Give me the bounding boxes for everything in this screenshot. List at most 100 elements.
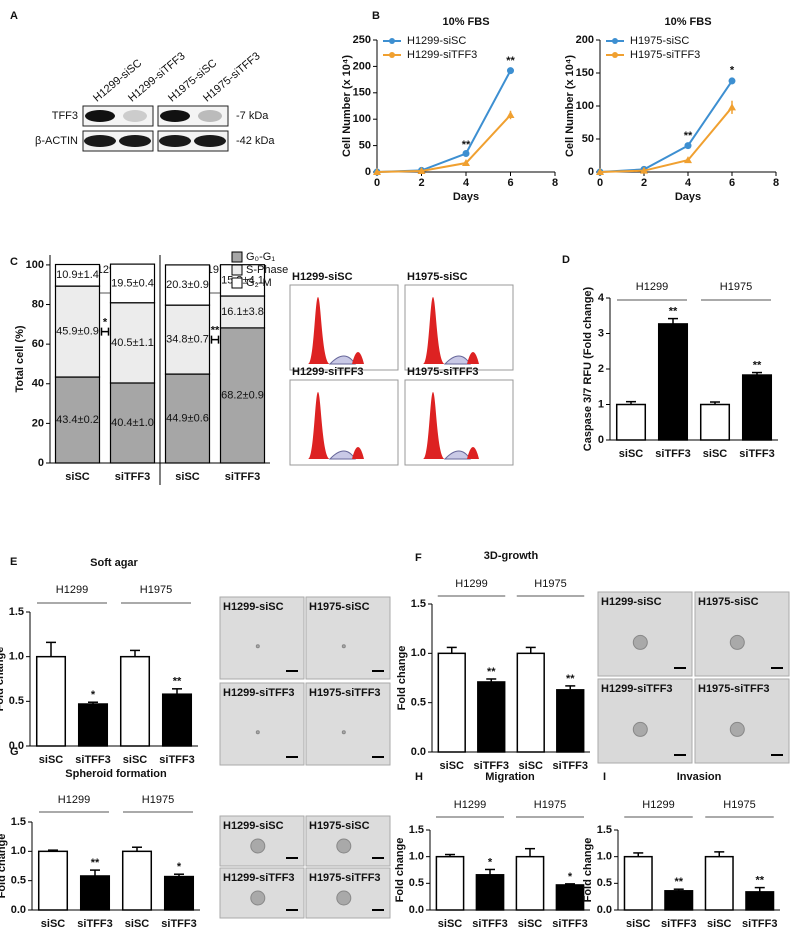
significance: **	[566, 673, 575, 685]
bar	[664, 890, 694, 911]
y-tick-label: 200	[576, 34, 594, 46]
x-tick-label: siSC	[519, 760, 544, 772]
chart-title: Migration	[485, 771, 535, 783]
blot-band	[198, 110, 222, 122]
size-label: -42 kDa	[236, 135, 275, 147]
point	[507, 67, 514, 75]
series-line	[599, 106, 733, 173]
y-tick-label: 100	[26, 259, 44, 271]
chart-title: 3D-growth	[484, 550, 539, 562]
significance: **	[173, 676, 182, 688]
significance: **	[462, 139, 471, 151]
significance: **	[211, 324, 220, 336]
x-axis-label: Days	[453, 191, 479, 203]
significance: *	[177, 861, 182, 873]
blot-band	[194, 135, 226, 147]
x-tick-label: siTFF3	[77, 918, 112, 930]
bar	[556, 689, 585, 753]
value-label: 16.1±3.8	[221, 306, 264, 318]
micrograph-label: H1299-siTFF3	[601, 683, 673, 695]
micrograph-label: H1299-siSC	[292, 271, 353, 283]
cell-blob	[250, 890, 266, 906]
y-tick-label: 0.0	[409, 904, 424, 916]
bar-segment	[219, 295, 266, 329]
bar-segment	[54, 263, 101, 287]
value-label: 43.4±0.2	[56, 414, 99, 426]
y-tick-label: 50	[359, 140, 371, 152]
group-label: H1299	[455, 578, 487, 590]
y-tick-label: 200	[353, 60, 371, 72]
micrograph-label: H1975-siSC	[309, 601, 370, 613]
bar-segment	[109, 382, 156, 464]
blot-band	[123, 110, 147, 122]
significance: *	[488, 856, 493, 868]
value-label: 34.8±0.7	[166, 333, 209, 345]
y-tick-label: 0.0	[597, 904, 612, 916]
micrograph	[694, 678, 790, 764]
micrograph	[597, 678, 693, 764]
significance: *	[730, 65, 735, 77]
x-tick-label: 6	[507, 177, 513, 189]
significance: **	[487, 666, 496, 678]
micrograph-label: H1975-siSC	[407, 271, 468, 283]
y-tick-label: 0.5	[11, 875, 26, 887]
micrograph-label: H1975-siTFF3	[698, 683, 770, 695]
point	[640, 166, 648, 174]
bar	[37, 850, 69, 911]
significance: **	[684, 130, 693, 142]
bar	[477, 681, 506, 753]
bar	[555, 884, 585, 911]
chart-title: 10% FBS	[664, 16, 711, 28]
bar-segment	[54, 376, 101, 464]
x-tick-label: siTFF3	[552, 918, 587, 930]
y-tick-label: 0.0	[11, 904, 26, 916]
x-tick-label: siSC	[123, 754, 148, 766]
bar-segment	[164, 304, 211, 375]
panel-letter: D	[562, 254, 570, 266]
significance: *	[91, 689, 96, 701]
micrograph-label: H1975-siTFF3	[309, 687, 381, 699]
y-tick-label: 1.5	[597, 824, 612, 836]
y-tick-label: 0	[588, 166, 594, 178]
comparison-bracket	[100, 327, 110, 336]
value-label: 45.9±0.9	[56, 325, 99, 337]
chart-title: Spheroid formation	[65, 768, 167, 780]
y-tick-label: 1.5	[409, 824, 424, 836]
bar	[741, 374, 773, 441]
value-label: 40.5±1.1	[111, 337, 154, 349]
cell-blob	[250, 838, 266, 854]
blot-band	[119, 135, 151, 147]
x-tick-label: 0	[597, 177, 603, 189]
x-tick-label: siSC	[125, 918, 150, 930]
flow-peak	[423, 297, 445, 364]
significance: *	[103, 316, 108, 328]
x-tick-label: siSC	[518, 918, 543, 930]
y-tick-label: 50	[582, 133, 594, 145]
value-label: 20.3±0.9	[166, 279, 209, 291]
y-tick-label: 1.0	[409, 851, 424, 863]
legend-label: H1299-siSC	[407, 35, 466, 47]
y-axis-label: Fold change	[582, 838, 594, 903]
bar-segment	[109, 263, 156, 304]
y-axis-label: Fold change	[394, 838, 406, 903]
significance: **	[669, 305, 678, 317]
chart-title: 10% FBS	[442, 16, 489, 28]
bar	[437, 652, 466, 753]
y-tick-label: 100	[353, 113, 371, 125]
x-tick-label: siTFF3	[115, 471, 150, 483]
y-tick-label: 80	[32, 298, 44, 310]
cell-blob	[336, 838, 352, 854]
x-tick-label: siSC	[626, 918, 651, 930]
y-tick-label: 150	[576, 67, 594, 79]
flow-peak	[308, 297, 330, 364]
group-label: H1975	[142, 794, 174, 806]
y-tick-label: 1.0	[597, 851, 612, 863]
y-tick-label: 4	[598, 292, 605, 304]
micrograph-label: H1299-siTFF3	[292, 366, 364, 378]
significance: **	[753, 359, 762, 371]
y-tick-label: 250	[353, 34, 371, 46]
legend-marker	[389, 38, 395, 44]
bar	[77, 703, 109, 747]
